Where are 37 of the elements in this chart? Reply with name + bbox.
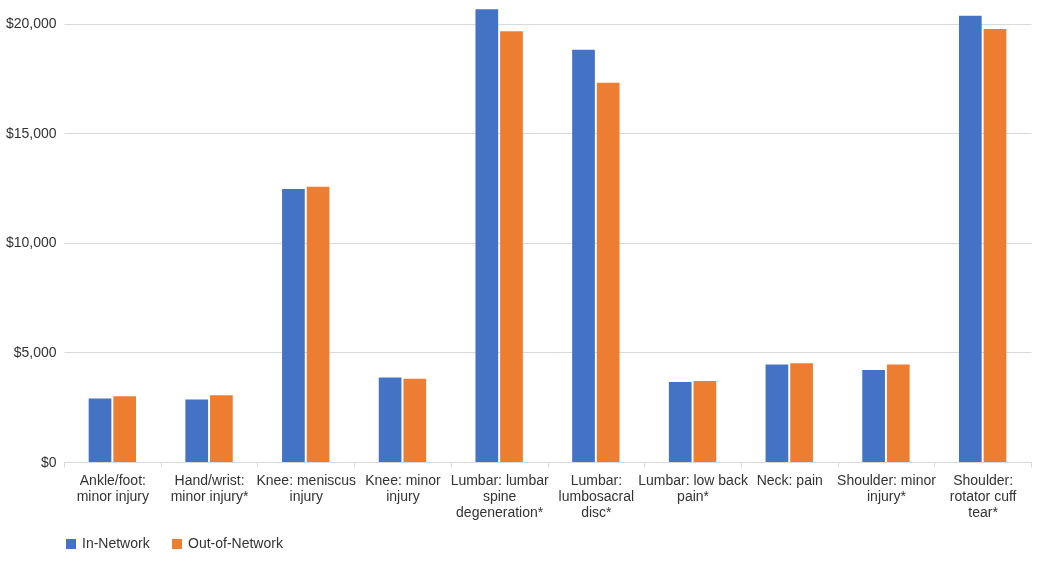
legend-label: Out-of-Network bbox=[188, 535, 284, 551]
x-tick-label: Shoulder: minor injury* bbox=[837, 471, 937, 504]
bar bbox=[862, 369, 885, 462]
x-tick-label: Knee: meniscus injury bbox=[256, 471, 357, 504]
y-tick-label: $5,000 bbox=[13, 343, 57, 360]
y-tick-label: $10,000 bbox=[5, 234, 57, 251]
y-tick-label: $15,000 bbox=[5, 124, 57, 141]
bar bbox=[983, 29, 1007, 462]
x-tick-label: Lumbar: low back pain* bbox=[638, 471, 749, 504]
bar bbox=[765, 364, 789, 462]
bar bbox=[886, 364, 910, 462]
bar bbox=[282, 189, 305, 462]
x-tick-label: Hand/wrist: minor injury* bbox=[170, 471, 249, 504]
bar bbox=[500, 31, 523, 462]
bar bbox=[88, 398, 112, 462]
x-tick-label: Ankle/foot: minor injury bbox=[76, 471, 150, 504]
bar bbox=[185, 399, 209, 462]
x-tick-label: Lumbar: lumbar spine degeneration* bbox=[450, 471, 550, 520]
bar bbox=[403, 378, 427, 462]
bar bbox=[693, 380, 717, 462]
bar bbox=[958, 15, 982, 462]
bar bbox=[572, 49, 595, 462]
bar bbox=[210, 395, 233, 462]
bar bbox=[475, 9, 499, 462]
bar bbox=[596, 82, 620, 462]
bar bbox=[790, 363, 813, 462]
bar bbox=[378, 377, 402, 462]
x-tick-label: Knee: minor injury bbox=[365, 471, 442, 504]
x-tick-label: Shoulder: rotator cuff tear* bbox=[949, 471, 1017, 520]
y-tick-label: $0 bbox=[40, 453, 57, 470]
bar bbox=[306, 186, 330, 462]
x-tick-label: Neck: pain bbox=[756, 471, 823, 488]
bar bbox=[113, 396, 137, 462]
bar bbox=[668, 381, 692, 462]
x-tick-label: Lumbar: lumbosacral disc* bbox=[558, 471, 635, 520]
y-tick-label: $20,000 bbox=[5, 15, 57, 32]
legend-label: In-Network bbox=[82, 535, 151, 551]
